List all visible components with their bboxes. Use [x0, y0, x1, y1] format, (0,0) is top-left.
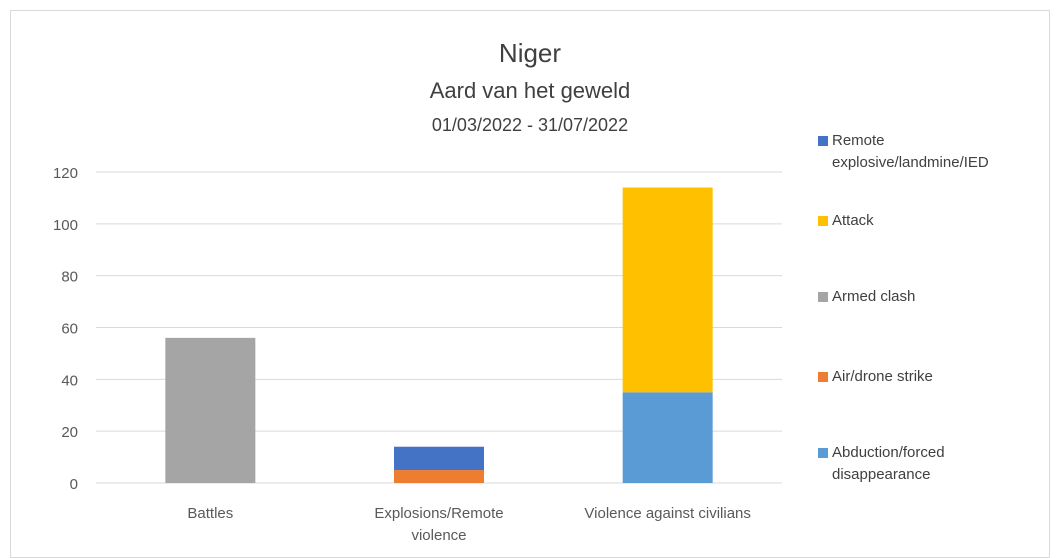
- legend-swatch-air-drone-strike: [818, 372, 828, 382]
- chart-subtitle: Aard van het geweld: [429, 78, 631, 103]
- legend-label-remote-explosive: Remote explosive/landmine/IED: [832, 132, 989, 171]
- legend-label-abduction: Abduction/forced disappearance: [832, 444, 945, 483]
- legend-label-attack: Attack: [832, 212, 874, 229]
- x-tick-label-explosions: Explosions/Remote: [374, 505, 503, 522]
- bar-explosions-series-1: [394, 470, 484, 483]
- legend-item-armed-clash: Armed clash: [818, 286, 915, 308]
- legend-item-abduction: Abduction/forced disappearance: [818, 442, 982, 486]
- legend-item-air-drone-strike: Air/drone strike: [818, 366, 933, 388]
- legend-label-air-drone-strike: Air/drone strike: [832, 368, 933, 385]
- legend-swatch-armed-clash: [818, 292, 828, 302]
- bar-explosions-series-4: [394, 446, 484, 471]
- legend-label-armed-clash: Armed clash: [832, 288, 916, 305]
- legend-swatch-attack: [818, 216, 828, 226]
- legend-swatch-remote-explosive: [818, 136, 828, 146]
- x-tick-label-battles: Battles: [187, 505, 233, 522]
- y-tick-label: 40: [61, 372, 78, 389]
- y-tick-label: 80: [61, 269, 78, 286]
- y-tick-label: 60: [61, 321, 78, 338]
- x-tick-label-civilians: Violence against civilians: [584, 505, 751, 522]
- legend-swatch-abduction: [818, 448, 828, 458]
- legend-item-attack: Attack: [818, 210, 874, 232]
- y-tick-label: 20: [61, 424, 78, 441]
- chart-title: Niger: [498, 38, 562, 68]
- chart-date-range: 01/03/2022 - 31/07/2022: [431, 115, 629, 135]
- bar-civilians-series-0: [622, 392, 713, 483]
- bar-battles-series-2: [165, 337, 256, 483]
- y-tick-label: 120: [53, 165, 78, 182]
- y-tick-label: 100: [53, 217, 78, 234]
- x-tick-label-explosions: violence: [411, 527, 466, 544]
- legend-item-remote-explosive: Remote explosive/landmine/IED: [818, 130, 1042, 174]
- y-tick-label: 0: [70, 476, 78, 493]
- bar-civilians-series-3: [622, 187, 713, 393]
